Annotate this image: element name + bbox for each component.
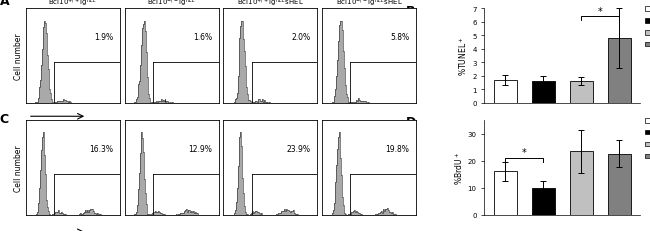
Text: *: * [522,148,526,158]
Y-axis label: Cell number: Cell number [14,144,23,191]
Text: 23.9%: 23.9% [287,144,311,153]
Y-axis label: Cell number: Cell number [14,33,23,80]
Bar [532,82,554,103]
Text: 1.6%: 1.6% [193,33,212,42]
Bar [570,152,593,215]
Text: TUNEL: TUNEL [28,122,55,131]
Legend: Bcl10$^{+/+}$Ig$^{HEL}$, Bcl10$^{-/-}$Ig$^{HEL}$, Bcl10$^{+/+}$Ig$^{HEL}$sHEL, B: Bcl10$^{+/+}$Ig$^{HEL}$, Bcl10$^{-/-}$Ig… [645,116,650,161]
Bar [608,39,630,103]
Text: 19.8%: 19.8% [385,144,410,153]
Bar [494,81,517,103]
Bar [608,154,630,215]
Y-axis label: %BrdU$^+$: %BrdU$^+$ [453,151,465,184]
Text: 12.9%: 12.9% [188,144,212,153]
Bar [532,188,554,215]
Text: 1.9%: 1.9% [94,33,113,42]
Text: 5.8%: 5.8% [390,33,410,42]
Bar [570,82,593,103]
Title: Bcl10$^{-/-}$Ig$^{HEL}$: Bcl10$^{-/-}$Ig$^{HEL}$ [147,0,196,9]
Text: B: B [406,5,416,18]
Text: D: D [406,116,417,129]
Y-axis label: %TUNEL$^+$: %TUNEL$^+$ [458,37,469,76]
Text: 2.0%: 2.0% [292,33,311,42]
Text: A: A [0,0,9,8]
Bar [494,172,517,215]
Title: Bcl10$^{+/+}$Ig$^{HEL}$sHEL: Bcl10$^{+/+}$Ig$^{HEL}$sHEL [237,0,304,9]
Text: C: C [0,113,9,126]
Text: 16.3%: 16.3% [90,144,113,153]
Legend: Bcl10$^{+/+}$Ig$^{HEL}$, Bcl10$^{-/-}$Ig$^{HEL}$, Bcl10$^{+/+}$Ig$^{HEL}$sHEL, B: Bcl10$^{+/+}$Ig$^{HEL}$, Bcl10$^{-/-}$Ig… [645,4,650,50]
Text: *: * [598,7,603,17]
Title: Bcl10$^{-/-}$Ig$^{HEL}$sHEL: Bcl10$^{-/-}$Ig$^{HEL}$sHEL [335,0,402,9]
Title: Bcl10$^{+/+}$Ig$^{HEL}$: Bcl10$^{+/+}$Ig$^{HEL}$ [48,0,98,9]
